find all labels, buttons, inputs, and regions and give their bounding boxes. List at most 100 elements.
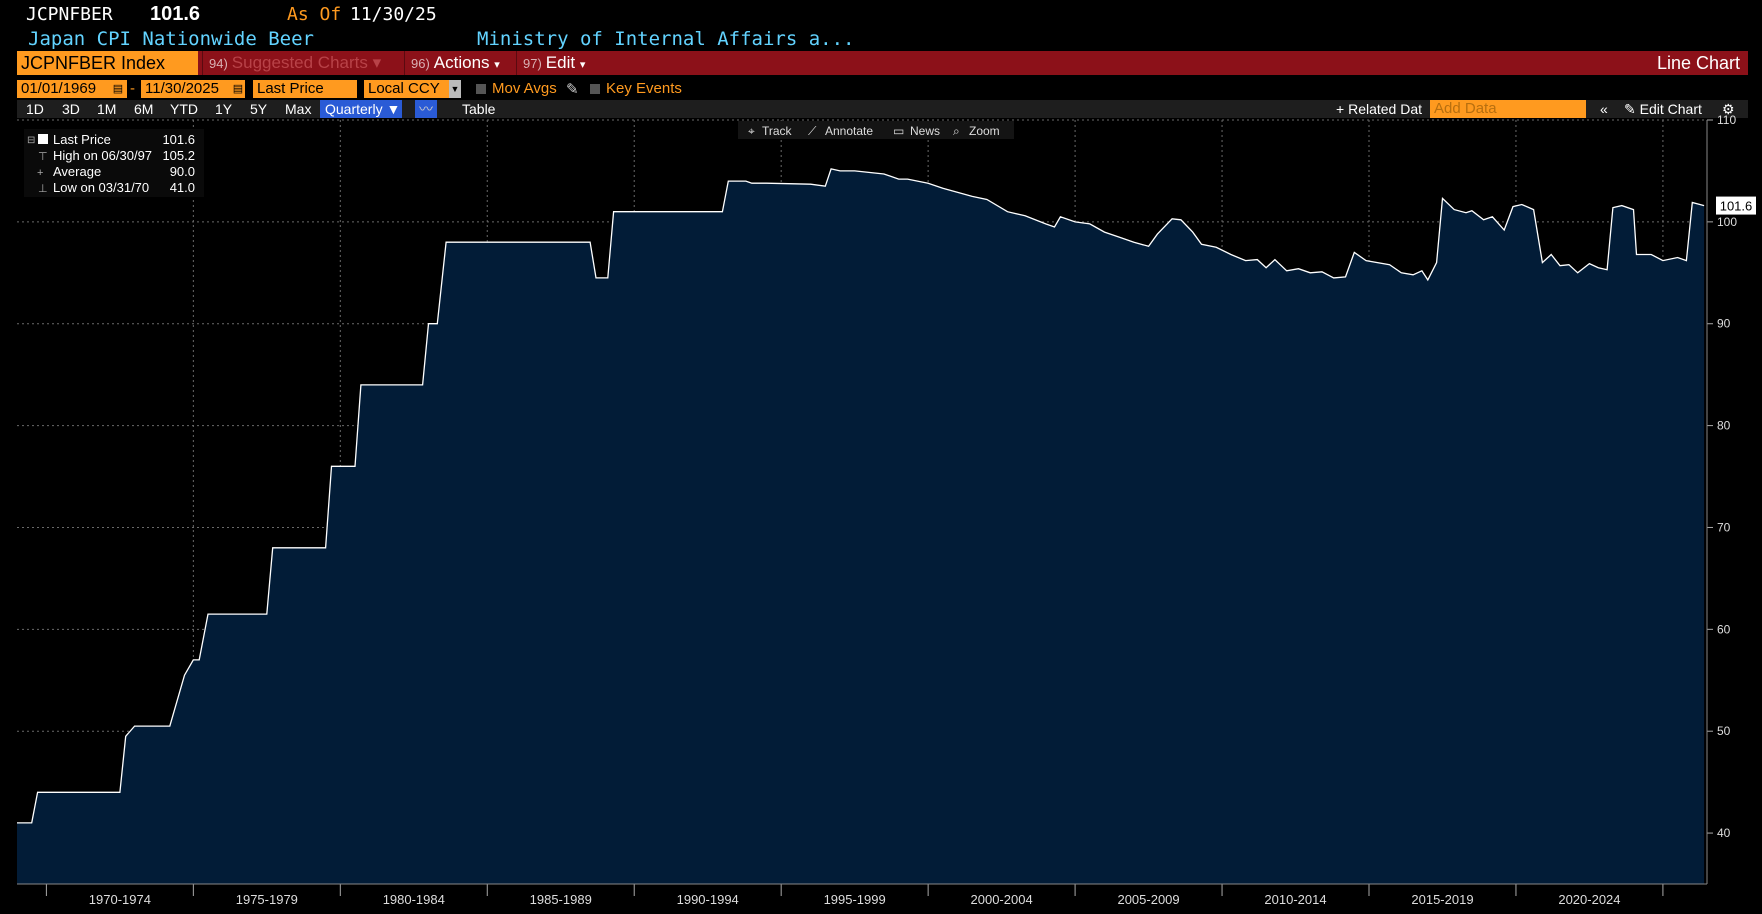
data-source: Ministry of Internal Affairs a... <box>477 28 855 50</box>
edit-menu-button[interactable]: 97) Edit ▾ <box>516 51 596 75</box>
x-category-label: 1975-1979 <box>236 892 298 907</box>
x-axis: 1970-1974 1975-1979 1980-1984 1985-1989 1990… <box>17 883 1707 907</box>
x-category-label: 2015-2019 <box>1411 892 1473 907</box>
key-events-label: Key Events <box>606 80 682 97</box>
last-price-value: 101.6 <box>150 3 201 25</box>
suggested-charts-button[interactable]: 94) Suggested Charts ▾ <box>202 51 402 75</box>
y-tick-label: 70 <box>1717 520 1731 534</box>
related-data-label: Related Dat <box>1348 101 1423 117</box>
y-axis: 40 50 60 70 80 90 100 110 <box>1706 113 1737 884</box>
as-of-label: As Of <box>287 4 342 25</box>
x-category-label: 1990-1994 <box>677 892 739 907</box>
legend-average-value: 90.0 <box>170 164 195 179</box>
collapse-icon[interactable]: ⊟ <box>27 135 35 146</box>
y-tick-label: 40 <box>1717 826 1731 840</box>
add-data-input[interactable]: Add Data <box>1430 100 1586 118</box>
chart-type-label[interactable]: Line Chart <box>1656 53 1740 73</box>
x-category-label: 1985-1989 <box>530 892 592 907</box>
x-category-label: 2000-2004 <box>971 892 1033 907</box>
period-toolbar <box>17 100 1748 118</box>
collapse-icon[interactable]: « <box>1600 101 1608 117</box>
period-max[interactable]: Max <box>285 101 312 117</box>
period-5y[interactable]: 5Y <box>250 101 268 117</box>
suggested-charts-label: Suggested Charts <box>231 53 368 72</box>
mov-avgs-label: Mov Avgs <box>492 80 557 97</box>
legend-high-value: 105.2 <box>162 148 195 163</box>
as-of-date: 11/30/25 <box>350 4 437 25</box>
calendar-icon[interactable]: ▤ <box>112 80 124 98</box>
period-6m[interactable]: 6M <box>134 101 154 117</box>
legend-high-label: High on 06/30/97 <box>53 148 152 163</box>
legend-last-price-label: Last Price <box>53 132 111 147</box>
y-tick-label: 110 <box>1717 113 1736 127</box>
security-description: Japan CPI Nationwide Beer <box>28 28 314 50</box>
actions-number: 96) <box>411 56 430 71</box>
date-range-dash: - <box>130 80 135 97</box>
edit-label: Edit <box>545 53 576 72</box>
y-tick-label: 80 <box>1717 419 1731 433</box>
low-marker-icon: ⊥ <box>38 183 48 195</box>
y-tick-label: 90 <box>1717 317 1731 331</box>
legend-low-value: 41.0 <box>170 180 195 195</box>
period-1m[interactable]: 1M <box>97 101 117 117</box>
y-tick-label: 50 <box>1717 724 1731 738</box>
plus-icon: + <box>1336 101 1345 117</box>
high-marker-icon: ⊤ <box>38 151 48 163</box>
period-1y[interactable]: 1Y <box>215 101 233 117</box>
news-tool[interactable]: News <box>910 124 940 138</box>
x-category-label: 2005-2009 <box>1117 892 1179 907</box>
period-ytd[interactable]: YTD <box>170 101 198 117</box>
actions-menu-button[interactable]: 96) Actions ▾ <box>404 51 514 75</box>
menu-bar <box>17 51 1748 75</box>
legend-swatch <box>38 134 48 144</box>
calendar-icon[interactable]: ▤ <box>232 80 244 98</box>
annotate-tool[interactable]: Annotate <box>825 124 873 138</box>
frequency-label: Quarterly <box>325 101 383 117</box>
x-category-label: 2020-2024 <box>1558 892 1620 907</box>
legend-last-price-value: 101.6 <box>162 132 195 147</box>
y-tick-label: 100 <box>1717 215 1737 229</box>
chevron-down-icon: ▾ <box>372 53 382 72</box>
line-chart-icon[interactable]: 〰 <box>415 100 437 118</box>
price-field-select[interactable]: Last Price <box>253 80 357 98</box>
actions-label: Actions <box>433 53 490 72</box>
security-input[interactable]: JCPNFBER Index <box>17 51 198 75</box>
related-data-button[interactable]: + Related Dat <box>1336 100 1422 118</box>
edit-chart-label: Edit Chart <box>1639 101 1702 117</box>
annotate-icon[interactable]: ⟋ <box>808 124 817 138</box>
track-icon[interactable]: ⌖ <box>748 124 755 138</box>
x-category-label: 1980-1984 <box>383 892 445 907</box>
period-3d[interactable]: 3D <box>62 101 80 117</box>
chevron-down-icon: ▾ <box>494 59 500 71</box>
x-category-label: 2010-2014 <box>1264 892 1326 907</box>
track-tool[interactable]: Track <box>762 124 793 138</box>
chart-tools: ⌖ Track ⟋ Annotate ▭ News ⌕ Zoom <box>738 121 1014 139</box>
pencil-icon: ✎ <box>1624 101 1636 117</box>
chevron-down-icon[interactable]: ▼ <box>449 80 461 98</box>
edit-number: 97) <box>523 56 542 71</box>
frequency-dropdown[interactable]: Quarterly ▼ <box>320 100 402 118</box>
x-category-label: 1970-1974 <box>89 892 151 907</box>
gear-icon[interactable]: ⚙ <box>1722 101 1735 117</box>
currency-select[interactable]: Local CCY <box>364 80 460 98</box>
mov-avgs-checkbox[interactable] <box>476 84 486 94</box>
chevron-down-icon: ▼ <box>386 101 401 117</box>
news-icon[interactable]: ▭ <box>893 124 904 138</box>
last-value-tag: 101.6 <box>1716 196 1756 215</box>
pencil-icon[interactable]: ✎ <box>566 81 579 98</box>
start-date-input[interactable]: 01/01/1969 <box>17 80 127 98</box>
table-button[interactable]: Table <box>462 101 496 117</box>
end-date-input[interactable]: 11/30/2025 <box>141 80 245 98</box>
x-category-label: 1995-1999 <box>824 892 886 907</box>
ticker-symbol: JCPNFBER <box>26 4 113 25</box>
zoom-icon[interactable]: ⌕ <box>953 124 960 138</box>
key-events-checkbox[interactable] <box>590 84 600 94</box>
chevron-down-icon: ▾ <box>579 59 586 71</box>
zoom-tool[interactable]: Zoom <box>969 124 1000 138</box>
edit-chart-button[interactable]: ✎ Edit Chart <box>1624 100 1702 118</box>
last-value-label: 101.6 <box>1720 199 1753 214</box>
period-1d[interactable]: 1D <box>26 101 44 117</box>
suggested-charts-number: 94) <box>209 56 228 71</box>
legend-average-label: Average <box>53 164 101 179</box>
